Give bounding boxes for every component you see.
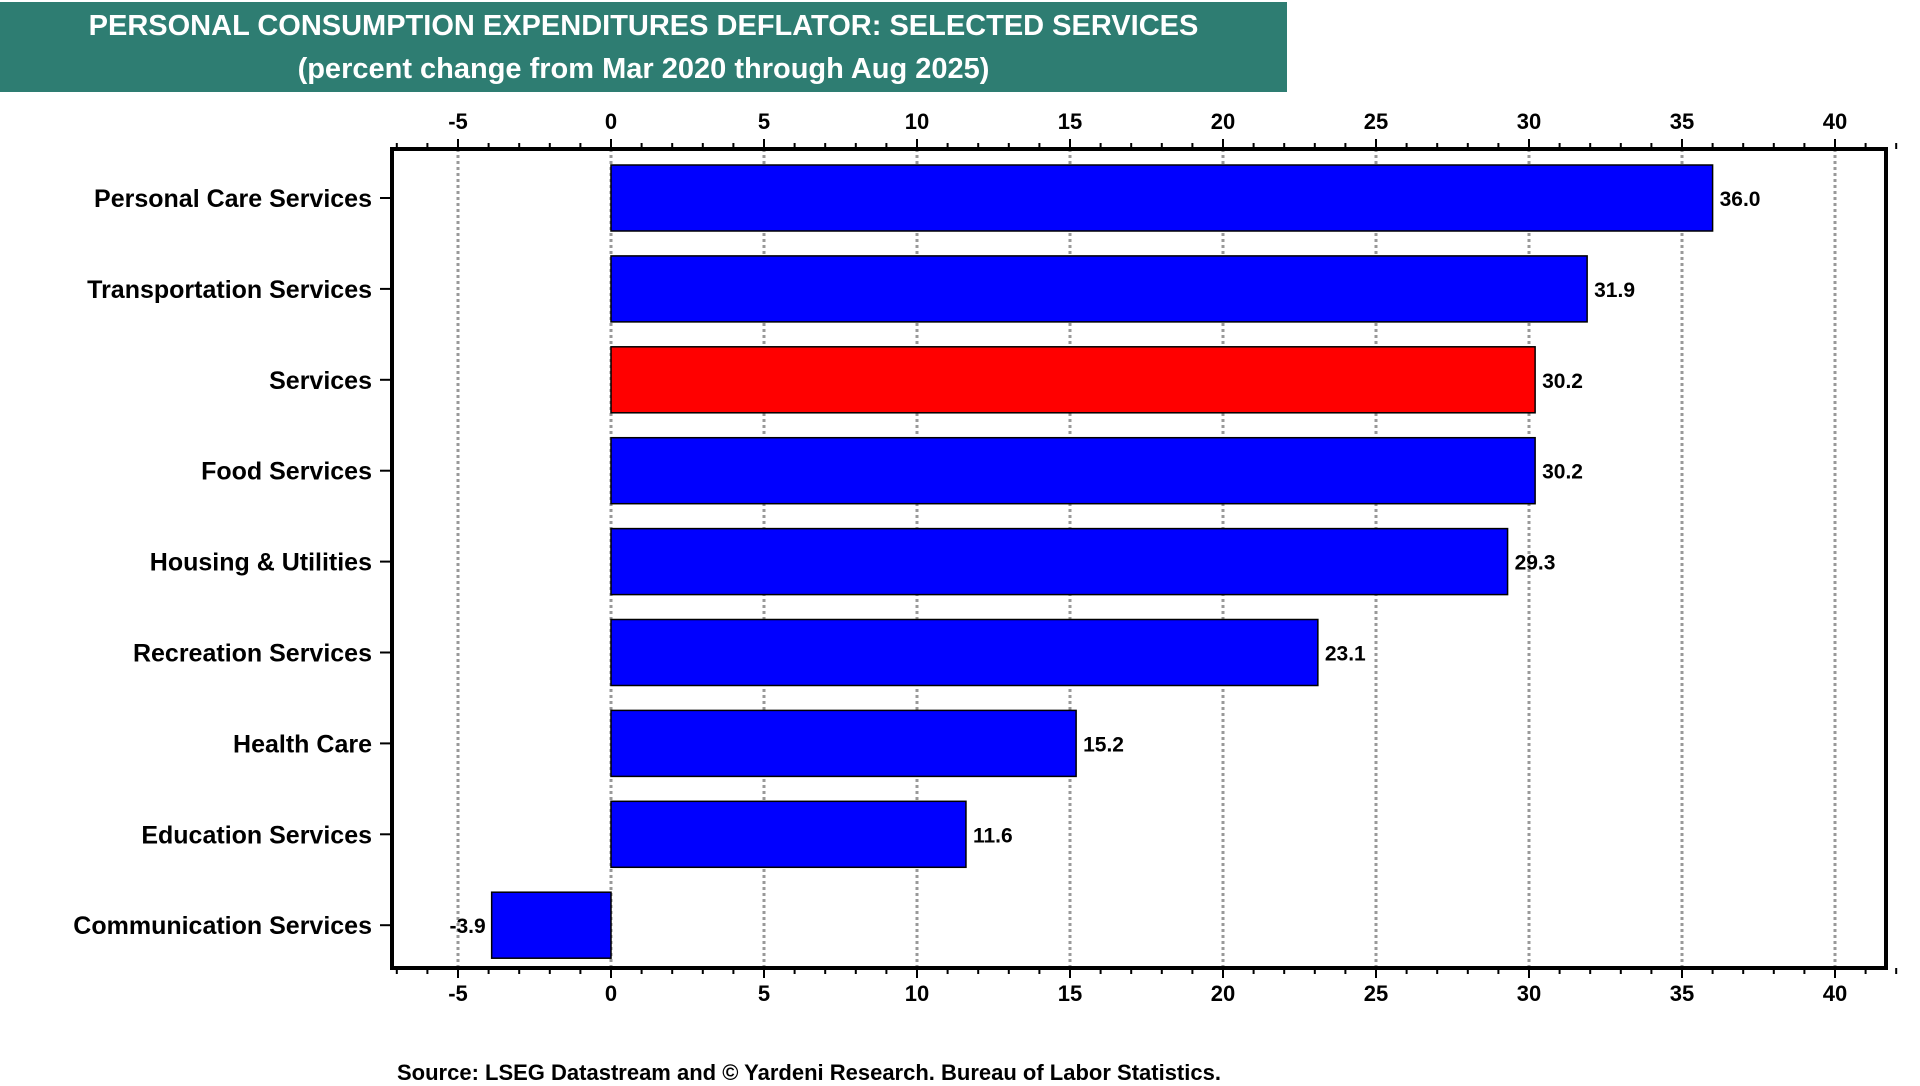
category-label: Services [269,367,372,395]
x-tick-label-bottom: 0 [605,981,617,1006]
x-tick-label-bottom: 10 [905,981,929,1006]
x-tick-label-top: -5 [448,109,468,134]
bar [610,527,1509,596]
category-label: Transportation Services [87,276,372,304]
bar [610,709,1077,778]
value-label: -3.9 [449,915,485,938]
value-label: 23.1 [1325,643,1366,666]
bar [490,891,612,959]
category-label: Health Care [233,730,372,758]
value-label: 30.2 [1542,370,1583,393]
x-tick-label-bottom: 15 [1058,981,1082,1006]
category-label: Housing & Utilities [150,549,372,577]
x-tick-label-bottom: 20 [1211,981,1235,1006]
category-label: Education Services [141,821,372,849]
bar [610,255,1588,323]
category-label: Communication Services [73,912,372,940]
plot-frame [390,147,1888,970]
category-label: Recreation Services [133,640,372,668]
x-tick-label-top: 10 [905,109,929,134]
source-note: Source: LSEG Datastream and © Yardeni Re… [397,1060,1221,1085]
value-label: 15.2 [1083,733,1124,756]
value-label: 11.6 [973,824,1013,847]
value-label: 29.3 [1515,552,1556,575]
x-tick-label-top: 15 [1058,109,1082,134]
bar [610,346,1536,414]
bar [610,618,1319,687]
x-tick-label-bottom: 5 [758,981,770,1006]
x-tick-label-bottom: 35 [1670,981,1694,1006]
x-tick-label-top: 35 [1670,109,1694,134]
x-tick-label-top: 0 [605,109,617,134]
chart-subtitle: (percent change from Mar 2020 through Au… [297,53,990,85]
bar [610,436,1536,505]
x-tick-label-top: 30 [1517,109,1541,134]
value-label: 36.0 [1720,188,1761,211]
x-tick-label-top: 40 [1823,109,1847,134]
x-tick-label-bottom: -5 [448,981,468,1006]
category-label: Food Services [201,458,372,486]
x-tick-label-top: 20 [1211,109,1235,134]
x-tick-label-bottom: 25 [1364,981,1388,1006]
x-tick-label-bottom: 30 [1517,981,1541,1006]
value-label: 31.9 [1594,279,1635,302]
x-tick-label-top: 5 [758,109,770,134]
bar [610,800,967,869]
category-label: Personal Care Services [94,185,372,213]
x-tick-label-bottom: 40 [1823,981,1847,1006]
chart-header: PERSONAL CONSUMPTION EXPENDITURES DEFLAT… [0,2,1287,92]
chart-title: PERSONAL CONSUMPTION EXPENDITURES DEFLAT… [88,10,1199,42]
x-tick-label-top: 25 [1364,109,1388,134]
bar [610,164,1714,232]
value-label: 30.2 [1542,461,1583,484]
